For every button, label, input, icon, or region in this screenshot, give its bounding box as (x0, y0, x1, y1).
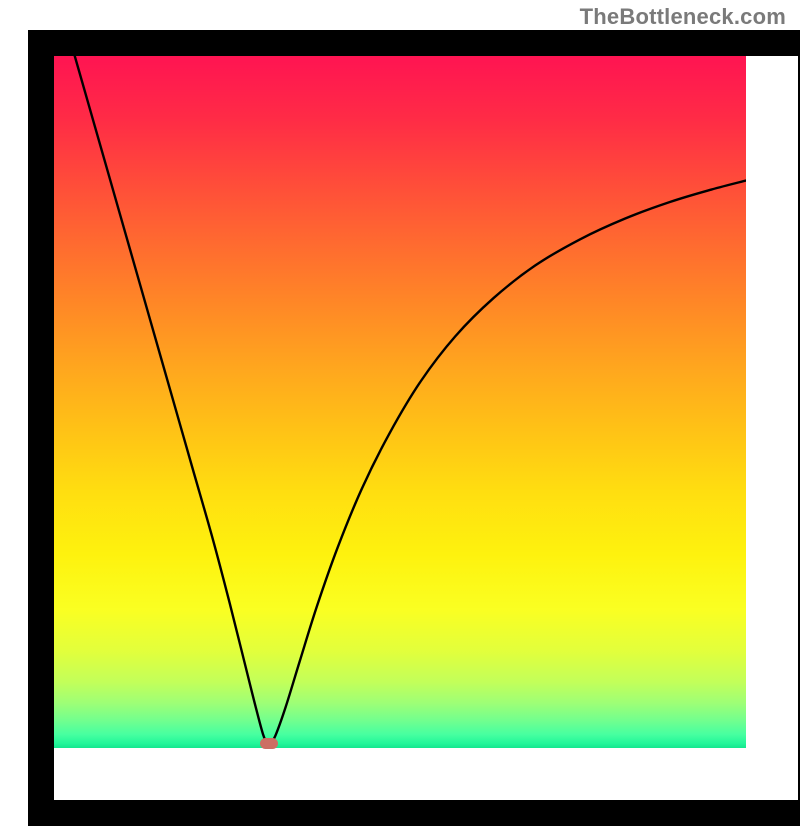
chart-container: TheBottleneck.com (0, 0, 800, 800)
gradient-background (54, 56, 746, 748)
plot-area (54, 56, 746, 748)
minimum-marker (260, 738, 278, 749)
watermark-text: TheBottleneck.com (580, 4, 786, 30)
plot-svg (54, 56, 746, 748)
